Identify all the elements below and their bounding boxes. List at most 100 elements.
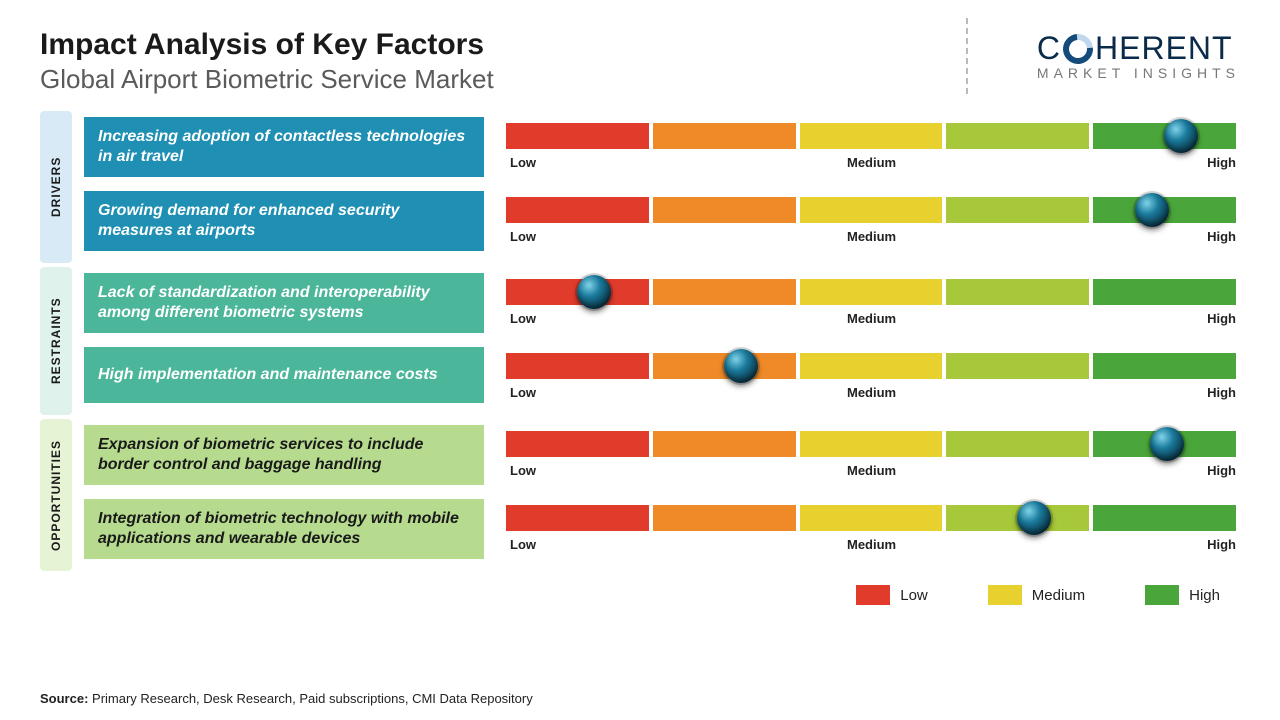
scale-segment — [653, 505, 796, 531]
axis-label-low: Low — [510, 537, 536, 552]
impact-scale: Low Medium High — [506, 191, 1240, 244]
scale-axis-labels: Low Medium High — [506, 311, 1240, 326]
scale-segment — [946, 123, 1089, 149]
source-text: Primary Research, Desk Research, Paid su… — [88, 691, 532, 706]
impact-marker-icon — [577, 275, 611, 309]
scale-segment — [800, 353, 943, 379]
scale-segment — [800, 505, 943, 531]
axis-label-low: Low — [510, 311, 536, 326]
group-restraints: RESTRAINTS Lack of standardization and in… — [40, 267, 1240, 415]
scale-segment — [800, 197, 943, 223]
factor-label: Growing demand for enhanced security mea… — [84, 191, 484, 251]
axis-label-high: High — [1207, 537, 1236, 552]
scale-axis-labels: Low Medium High — [506, 385, 1240, 400]
scale-bar — [506, 123, 1240, 149]
group-drivers: DRIVERS Increasing adoption of contactles… — [40, 111, 1240, 263]
impact-scale: Low Medium High — [506, 117, 1240, 170]
scale-segment — [506, 431, 649, 457]
axis-label-low: Low — [510, 463, 536, 478]
scale-bar — [506, 279, 1240, 305]
axis-label-high: High — [1207, 385, 1236, 400]
scale-bar — [506, 353, 1240, 379]
chart-area: DRIVERS Increasing adoption of contactles… — [0, 105, 1280, 571]
group-label-drivers: DRIVERS — [40, 111, 72, 263]
impact-marker-icon — [1164, 119, 1198, 153]
axis-label-low: Low — [510, 155, 536, 170]
scale-segment — [1093, 505, 1236, 531]
scale-segment — [506, 505, 649, 531]
brand-logo: C HERENT MARKET INSIGHTS — [1037, 30, 1240, 81]
group-label-restraints: RESTRAINTS — [40, 267, 72, 415]
axis-label-medium: Medium — [847, 463, 896, 478]
factor-row: High implementation and maintenance cost… — [84, 347, 1240, 403]
scale-bar — [506, 197, 1240, 223]
impact-marker-icon — [1017, 501, 1051, 535]
scale-segment — [506, 123, 649, 149]
scale-segment — [946, 197, 1089, 223]
scale-segment — [506, 197, 649, 223]
legend-item: High — [1145, 585, 1220, 605]
group-rows: Lack of standardization and interoperabi… — [72, 267, 1240, 415]
logo-text-post: HERENT — [1095, 30, 1233, 67]
impact-marker-icon — [1135, 193, 1169, 227]
axis-label-medium: Medium — [847, 385, 896, 400]
scale-segment — [800, 279, 943, 305]
axis-label-medium: Medium — [847, 537, 896, 552]
axis-label-medium: Medium — [847, 311, 896, 326]
impact-scale: Low Medium High — [506, 347, 1240, 400]
legend-item: Low — [856, 585, 928, 605]
impact-scale: Low Medium High — [506, 499, 1240, 552]
source-note: Source: Primary Research, Desk Research,… — [40, 691, 533, 706]
scale-segment — [653, 279, 796, 305]
factor-row: Lack of standardization and interoperabi… — [84, 273, 1240, 333]
scale-segment — [653, 431, 796, 457]
logo-text-pre: C — [1037, 30, 1061, 67]
scale-axis-labels: Low Medium High — [506, 229, 1240, 244]
factor-row: Increasing adoption of contactless techn… — [84, 117, 1240, 177]
axis-label-high: High — [1207, 311, 1236, 326]
scale-segment — [506, 353, 649, 379]
axis-label-medium: Medium — [847, 229, 896, 244]
scale-segment — [946, 431, 1089, 457]
axis-label-medium: Medium — [847, 155, 896, 170]
legend-label: Medium — [1032, 587, 1085, 604]
axis-label-high: High — [1207, 229, 1236, 244]
group-label-opportunities: OPPORTUNITIES — [40, 419, 72, 571]
legend: Low Medium High — [0, 575, 1280, 605]
scale-segment — [800, 431, 943, 457]
scale-segment — [1093, 279, 1236, 305]
legend-label: Low — [900, 587, 928, 604]
scale-segment — [946, 279, 1089, 305]
legend-label: High — [1189, 587, 1220, 604]
logo-wordmark: C HERENT — [1037, 30, 1240, 67]
factor-label: Lack of standardization and interoperabi… — [84, 273, 484, 333]
impact-marker-icon — [1150, 427, 1184, 461]
header: Impact Analysis of Key Factors Global Ai… — [0, 0, 1280, 105]
legend-swatch — [1145, 585, 1179, 605]
scale-segment — [653, 123, 796, 149]
impact-scale: Low Medium High — [506, 425, 1240, 478]
group-opportunities: OPPORTUNITIES Expansion of biometric serv… — [40, 419, 1240, 571]
axis-label-high: High — [1207, 463, 1236, 478]
impact-scale: Low Medium High — [506, 273, 1240, 326]
axis-label-high: High — [1207, 155, 1236, 170]
scale-axis-labels: Low Medium High — [506, 155, 1240, 170]
factor-label: Expansion of biometric services to inclu… — [84, 425, 484, 485]
factor-row: Integration of biometric technology with… — [84, 499, 1240, 559]
scale-bar — [506, 431, 1240, 457]
factor-label: Integration of biometric technology with… — [84, 499, 484, 559]
axis-label-low: Low — [510, 229, 536, 244]
scale-axis-labels: Low Medium High — [506, 537, 1240, 552]
legend-swatch — [856, 585, 890, 605]
axis-label-low: Low — [510, 385, 536, 400]
scale-segment — [653, 197, 796, 223]
scale-segment — [1093, 353, 1236, 379]
scale-bar — [506, 505, 1240, 531]
group-rows: Increasing adoption of contactless techn… — [72, 111, 1240, 263]
scale-axis-labels: Low Medium High — [506, 463, 1240, 478]
logo-divider — [966, 18, 968, 94]
impact-marker-icon — [724, 349, 758, 383]
globe-icon — [1057, 27, 1099, 69]
factor-row: Expansion of biometric services to inclu… — [84, 425, 1240, 485]
factor-row: Growing demand for enhanced security mea… — [84, 191, 1240, 251]
